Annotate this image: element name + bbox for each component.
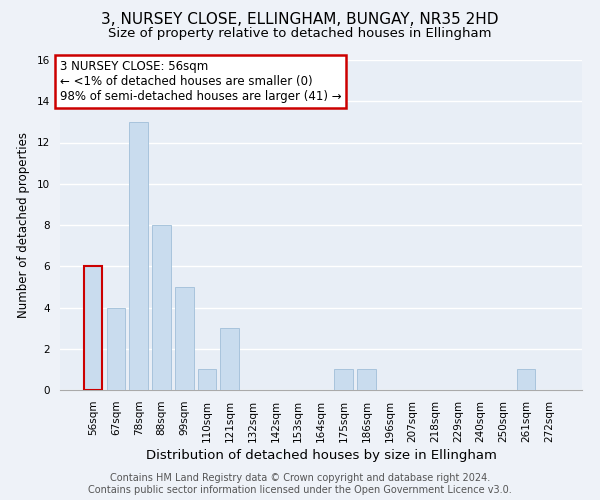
Bar bbox=[130, 122, 148, 390]
Bar bbox=[152, 225, 171, 390]
Text: 3 NURSEY CLOSE: 56sqm
← <1% of detached houses are smaller (0)
98% of semi-detac: 3 NURSEY CLOSE: 56sqm ← <1% of detached … bbox=[60, 60, 341, 103]
Text: Size of property relative to detached houses in Ellingham: Size of property relative to detached ho… bbox=[108, 28, 492, 40]
Bar bbox=[517, 370, 535, 390]
Bar bbox=[357, 370, 376, 390]
Y-axis label: Number of detached properties: Number of detached properties bbox=[17, 132, 30, 318]
Bar bbox=[84, 266, 103, 390]
X-axis label: Distribution of detached houses by size in Ellingham: Distribution of detached houses by size … bbox=[146, 449, 496, 462]
Bar bbox=[197, 370, 217, 390]
Bar bbox=[334, 370, 353, 390]
Bar bbox=[107, 308, 125, 390]
Bar bbox=[220, 328, 239, 390]
Text: 3, NURSEY CLOSE, ELLINGHAM, BUNGAY, NR35 2HD: 3, NURSEY CLOSE, ELLINGHAM, BUNGAY, NR35… bbox=[101, 12, 499, 28]
Text: Contains HM Land Registry data © Crown copyright and database right 2024.
Contai: Contains HM Land Registry data © Crown c… bbox=[88, 474, 512, 495]
Bar bbox=[175, 287, 194, 390]
